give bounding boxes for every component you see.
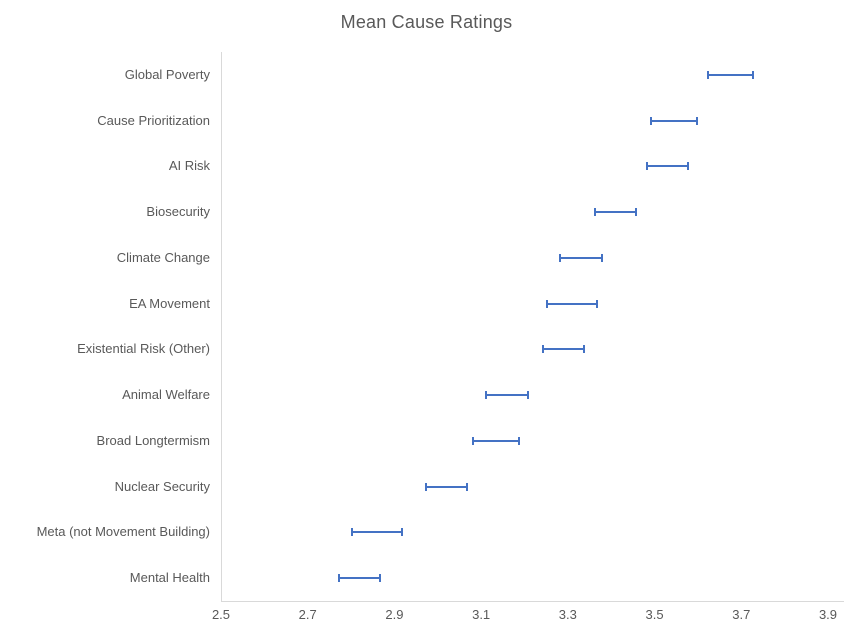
error-bar-line <box>351 531 404 534</box>
error-bar-line <box>593 211 638 214</box>
error-bar-line <box>546 302 599 305</box>
category-label: Biosecurity <box>146 204 210 220</box>
error-bar-right-cap <box>752 70 755 79</box>
error-bar-right-cap <box>466 482 469 491</box>
x-tick-label: 3.9 <box>818 607 838 622</box>
category-label: EA Movement <box>129 295 210 311</box>
error-bar-line <box>559 256 603 259</box>
chart-title: Mean Cause Ratings <box>340 12 513 32</box>
x-tick-label: 3.7 <box>732 607 751 622</box>
category-label: Meta (not Movement Building) <box>36 524 210 540</box>
error-bar-right-cap <box>687 162 690 171</box>
category-label: AI Risk <box>168 158 210 174</box>
category-label: Broad Longtermism <box>96 432 210 448</box>
category-label: Cause Prioritization <box>97 112 210 128</box>
x-tick-label: 2.7 <box>298 607 317 622</box>
error-bar-line <box>541 348 586 351</box>
plot-area <box>221 52 828 601</box>
error-bar-line <box>424 485 469 488</box>
error-bar <box>593 208 638 217</box>
error-bar-right-cap <box>526 391 529 400</box>
category-label: Global Poverty <box>124 66 210 82</box>
category-label: Animal Welfare <box>122 387 210 403</box>
error-bar <box>650 116 698 125</box>
error-bar <box>546 299 599 308</box>
x-tick-label: 2.9 <box>385 607 404 622</box>
error-bar-line <box>645 165 690 168</box>
error-bar-right-cap <box>518 436 521 445</box>
error-bar <box>559 253 603 262</box>
x-tick-label: 2.5 <box>211 607 231 622</box>
x-tick-label: 3.1 <box>472 607 491 622</box>
error-bar <box>485 391 529 400</box>
error-bar <box>645 162 690 171</box>
error-bar-line <box>650 119 698 122</box>
error-bar-line <box>472 439 521 442</box>
error-bar <box>351 528 404 537</box>
error-bar <box>541 345 586 354</box>
error-bar-right-cap <box>401 528 404 537</box>
error-bar-right-cap <box>379 574 382 583</box>
x-tick-label: 3.5 <box>645 607 664 622</box>
x-tick-label: 3.3 <box>558 607 577 622</box>
error-bar-line <box>706 73 755 76</box>
error-bar-right-cap <box>600 253 603 262</box>
category-label: Mental Health <box>129 570 210 586</box>
error-bar-right-cap <box>583 345 586 354</box>
error-bar <box>706 70 755 79</box>
error-bar-line <box>338 577 382 580</box>
error-bar-line <box>485 394 529 397</box>
error-bar <box>424 482 469 491</box>
x-axis-line <box>221 601 844 602</box>
error-bar <box>338 574 382 583</box>
category-label: Existential Risk (Other) <box>77 341 210 357</box>
y-axis-line <box>221 52 222 602</box>
category-label: Climate Change <box>116 249 210 265</box>
error-bar-right-cap <box>635 208 638 217</box>
category-label: Nuclear Security <box>114 478 210 494</box>
error-bar-right-cap <box>695 116 698 125</box>
error-bar-right-cap <box>596 299 599 308</box>
error-bar <box>472 436 521 445</box>
